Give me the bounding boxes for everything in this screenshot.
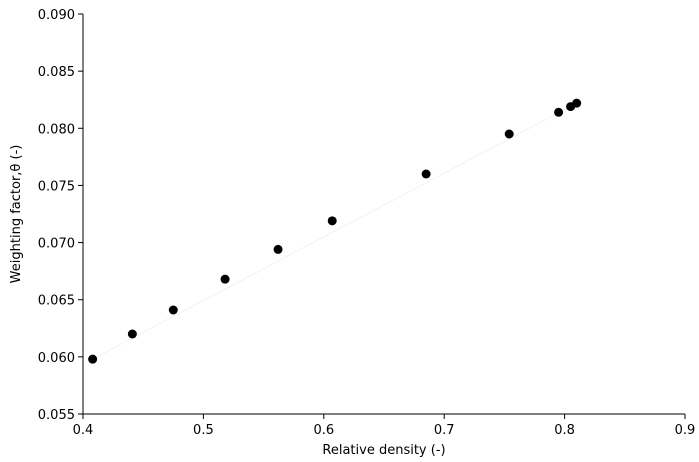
y-tick-label: 0.070	[38, 237, 75, 252]
fit-line-group	[92, 102, 577, 360]
x-ticks: 0.4 0.5 0.6 0.7 0.8 0.9	[73, 414, 696, 438]
data-point	[168, 305, 178, 315]
data-point	[273, 244, 283, 254]
data-point	[127, 329, 137, 339]
y-ticks: 0.055 0.060 0.065 0.070 0.075 0.080 0.085 0.090	[38, 8, 83, 423]
x-tick-label: 0.9	[675, 423, 696, 438]
y-tick-label: 0.065	[38, 294, 75, 309]
x-tick-label: 0.4	[73, 423, 94, 438]
data-point	[504, 129, 514, 139]
fit-line	[92, 102, 577, 360]
x-tick-label: 0.5	[193, 423, 214, 438]
y-tick-label: 0.085	[38, 65, 75, 80]
data-point	[421, 169, 431, 179]
y-tick-label: 0.080	[38, 122, 75, 137]
y-tick-label: 0.075	[38, 179, 75, 194]
y-tick-label: 0.055	[38, 408, 75, 423]
data-point	[88, 354, 98, 364]
data-point	[327, 216, 337, 226]
data-point	[220, 274, 230, 284]
y-tick-label: 0.060	[38, 351, 75, 366]
y-tick-label: 0.090	[38, 8, 75, 23]
x-axis-label: Relative density (-)	[322, 443, 445, 458]
data-point	[554, 107, 564, 117]
data-point	[572, 98, 582, 108]
x-tick-label: 0.6	[313, 423, 334, 438]
plot-area: 0.4 0.5 0.6 0.7 0.8 0.9 0.0550.0600.0650.0700…	[38, 8, 696, 438]
data-points	[88, 98, 582, 364]
x-tick-label: 0.8	[554, 423, 575, 438]
y-axis-label: Weighting factor,θ (-)	[9, 145, 24, 284]
x-tick-label: 0.7	[434, 423, 455, 438]
